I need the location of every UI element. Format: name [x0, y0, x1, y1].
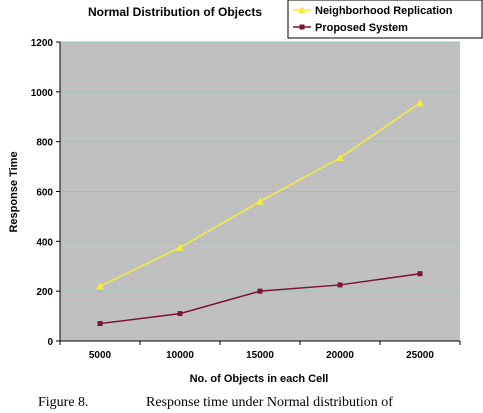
y-tick-label: 400 — [36, 237, 53, 248]
y-tick-label: 600 — [36, 188, 53, 199]
x-axis-label: No. of Objects in each Cell — [190, 373, 329, 385]
y-tick-label: 0 — [47, 337, 53, 348]
x-tick-label: 15000 — [246, 350, 274, 361]
data-point — [257, 288, 263, 294]
legend: Neighborhood Replication Proposed System — [287, 0, 483, 39]
y-axis-label: Response Time — [8, 151, 20, 232]
legend-swatch-marker — [298, 5, 306, 14]
legend-swatch-marker — [299, 24, 305, 30]
data-point — [176, 243, 184, 251]
data-point — [96, 282, 104, 290]
grid-lines — [60, 41, 460, 292]
y-tick-labels: 0 200 400 600 800 1000 1200 — [31, 38, 60, 348]
chart-title: Normal Distribution of Objects — [88, 5, 262, 19]
x-tick-label: 20000 — [326, 350, 354, 361]
caption-text: Response time under Normal distribution … — [146, 395, 393, 410]
data-point — [337, 282, 343, 288]
caption-label: Figure 8. — [38, 395, 89, 410]
y-tick-label: 1000 — [31, 88, 54, 99]
data-point — [97, 321, 103, 327]
x-tick-labels: 5000 10000 15000 20000 25000 — [59, 341, 461, 361]
series-1 — [96, 99, 424, 290]
series-2 — [97, 271, 423, 327]
legend-box — [287, 0, 483, 39]
legend-item: Neighborhood Replication — [293, 5, 453, 17]
data-point — [336, 153, 344, 162]
y-tick-label: 1200 — [31, 38, 54, 49]
y-tick-label: 800 — [36, 138, 53, 149]
data-point — [416, 99, 424, 107]
data-point — [417, 271, 423, 277]
x-tick-label: 25000 — [406, 350, 434, 361]
legend-item: Proposed System — [293, 22, 408, 34]
data-point — [256, 197, 264, 205]
legend-label: Neighborhood Replication — [315, 5, 453, 17]
x-tick-label: 5000 — [89, 350, 112, 361]
legend-label: Proposed System — [315, 22, 408, 34]
series — [96, 99, 424, 327]
figure-caption: Figure 8. Response time under Normal dis… — [0, 393, 483, 413]
data-point — [177, 311, 183, 317]
x-tick-label: 10000 — [166, 350, 194, 361]
y-tick-label: 200 — [36, 287, 53, 298]
